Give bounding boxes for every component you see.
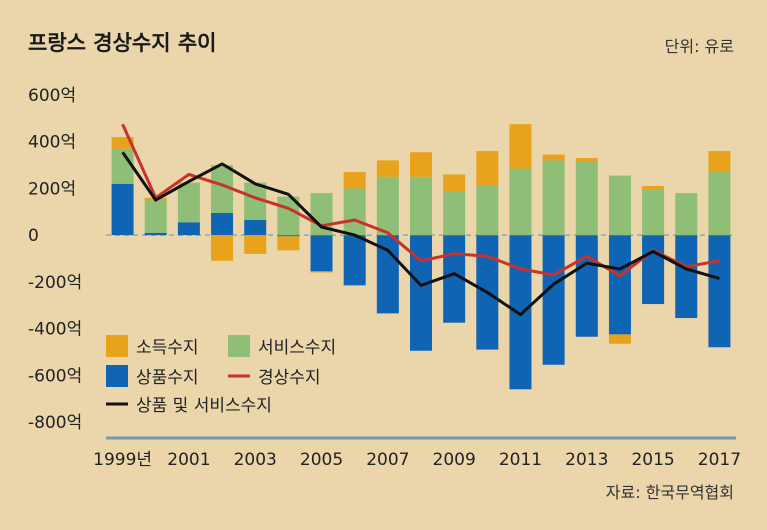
x-tick-label: 2009 — [433, 450, 476, 470]
bar-services — [476, 184, 499, 236]
bar-goods — [675, 235, 698, 319]
bar-services — [144, 200, 167, 233]
source-label: 자료: 한국무역협회 — [606, 483, 734, 502]
legend: 소득수지 서비스수지 상품수지 경상수지 상품 및 서비스수지 — [106, 335, 336, 416]
bar-services — [211, 165, 234, 213]
x-tick-label: 1999년 — [93, 450, 152, 470]
y-tick-label: 200억 — [28, 179, 76, 199]
bar-income — [575, 158, 598, 162]
y-tick-label: -600억 — [28, 366, 82, 386]
line-current-account — [121, 123, 720, 278]
bar-goods — [509, 235, 532, 390]
y-tick-label: 400억 — [28, 133, 76, 153]
bar-goods — [443, 235, 466, 323]
bar-services — [675, 193, 698, 236]
bar-goods — [211, 212, 234, 236]
bars — [111, 124, 731, 390]
legend-label-goods: 상품수지 — [136, 368, 199, 388]
x-tick-label: 2015 — [631, 450, 674, 470]
bar-income — [310, 271, 333, 273]
legend-label-services: 서비스수지 — [258, 338, 336, 358]
chart-title: 프랑스 경상수지 추이 — [28, 31, 217, 55]
series-lines — [121, 123, 720, 317]
bar-goods — [244, 219, 267, 236]
bar-goods — [177, 222, 200, 236]
legend-swatch-goods — [106, 365, 128, 387]
y-tick-label: 0 — [28, 226, 39, 246]
y-tick-label: 600억 — [28, 86, 76, 106]
x-tick-label: 2003 — [234, 450, 277, 470]
bar-income — [343, 172, 366, 189]
x-tick-label: 2011 — [499, 450, 542, 470]
bar-income — [542, 154, 565, 161]
bar-services — [111, 148, 134, 184]
bar-goods — [542, 235, 565, 365]
legend-swatch-income — [106, 335, 128, 357]
bar-goods — [144, 232, 167, 236]
legend-label-income: 소득수지 — [136, 338, 199, 358]
bar-income — [111, 137, 134, 149]
bar-goods — [111, 183, 134, 236]
bar-services — [343, 188, 366, 236]
bar-services — [410, 176, 432, 236]
bar-income — [608, 334, 631, 344]
x-tick-label: 2017 — [698, 450, 741, 470]
unit-label: 단위: 유로 — [665, 37, 734, 56]
bar-goods — [277, 235, 300, 237]
bar-services — [642, 189, 665, 236]
bar-income — [443, 174, 466, 192]
bar-income — [509, 124, 532, 169]
bar-goods — [708, 235, 731, 348]
bar-services — [244, 182, 267, 220]
bar-income — [211, 235, 234, 261]
legend-label-goods-and-services: 상품 및 서비스수지 — [136, 396, 272, 416]
bar-goods — [575, 235, 598, 337]
x-tick-label: 2013 — [565, 450, 608, 470]
bar-services — [443, 191, 466, 236]
bar-income — [410, 152, 432, 177]
x-tick-label: 2005 — [300, 450, 343, 470]
y-tick-label: -800억 — [28, 413, 82, 433]
legend-swatch-services — [228, 335, 250, 357]
bar-income — [476, 151, 499, 185]
legend-label-current-account: 경상수지 — [258, 368, 321, 388]
bar-services — [376, 176, 399, 236]
bar-services — [177, 182, 200, 223]
bar-goods — [608, 235, 631, 335]
line-goods-and-services — [121, 151, 720, 317]
bar-goods — [343, 235, 366, 286]
bar-services — [509, 168, 532, 236]
x-tick-label: 2001 — [167, 450, 210, 470]
y-tick-label: -400억 — [28, 320, 82, 340]
x-tick-label: 2007 — [366, 450, 409, 470]
bar-goods — [410, 235, 432, 351]
bar-income — [642, 186, 665, 190]
bar-goods — [310, 235, 333, 272]
bar-services — [608, 175, 631, 236]
bar-services — [542, 160, 565, 236]
bar-services — [575, 161, 598, 236]
bar-income — [277, 236, 300, 251]
bar-services — [708, 172, 731, 236]
x-axis-ticks: 1999년 2001 2003 2005 2007 2009 2011 2013 2015 201… — [93, 450, 741, 470]
bar-income — [244, 235, 267, 254]
bar-income — [376, 160, 399, 177]
bar-goods — [642, 235, 665, 305]
bar-income — [708, 151, 731, 173]
y-axis-ticks: 600억 400억 200억 0 -200억 -400억 -600억 -800억 — [28, 86, 82, 433]
y-tick-label: -200억 — [28, 273, 82, 293]
